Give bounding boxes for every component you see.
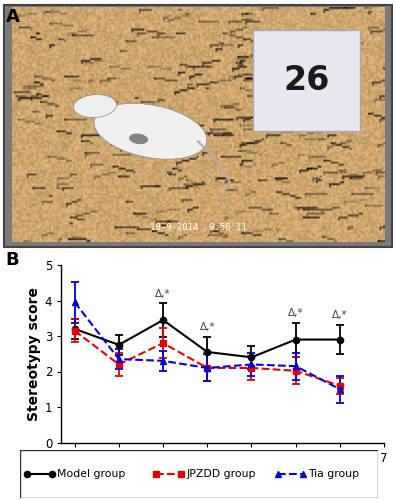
Text: 18-9-2014  9:56:11: 18-9-2014 9:56:11 bbox=[150, 223, 246, 232]
FancyBboxPatch shape bbox=[20, 450, 378, 498]
Text: Tia group: Tia group bbox=[308, 469, 360, 479]
Text: 26: 26 bbox=[284, 64, 330, 98]
Ellipse shape bbox=[74, 94, 116, 118]
Text: A: A bbox=[6, 8, 20, 26]
FancyBboxPatch shape bbox=[4, 5, 392, 248]
Text: Δ,*: Δ,* bbox=[155, 288, 171, 298]
Text: Δ,*: Δ,* bbox=[288, 308, 303, 318]
X-axis label: Time (weeks): Time (weeks) bbox=[170, 468, 275, 482]
Text: JPZDD group: JPZDD group bbox=[187, 469, 256, 479]
Text: Δ,*: Δ,* bbox=[200, 322, 215, 332]
Text: Model group: Model group bbox=[57, 469, 126, 479]
FancyBboxPatch shape bbox=[253, 30, 360, 132]
Text: Δ,*: Δ,* bbox=[332, 310, 348, 320]
Ellipse shape bbox=[129, 134, 148, 144]
Ellipse shape bbox=[94, 104, 207, 159]
Y-axis label: Stereotypy score: Stereotypy score bbox=[27, 287, 41, 421]
Text: B: B bbox=[5, 251, 19, 269]
